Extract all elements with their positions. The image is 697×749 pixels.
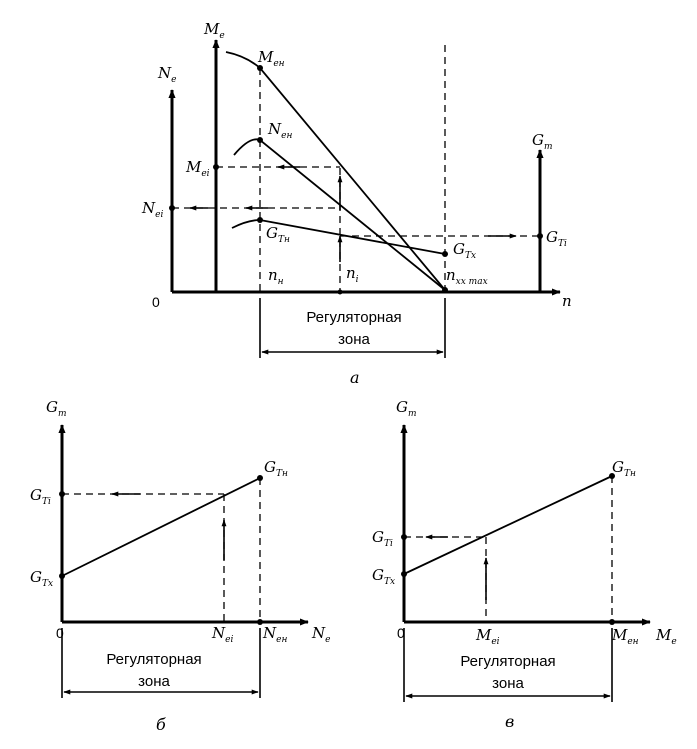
men-label-v: Mен [611, 626, 639, 647]
gtx-point-b [59, 573, 65, 579]
men-point-v [609, 619, 615, 625]
gtn-label-b: GТн [264, 458, 288, 479]
gti-label-v: GТi [372, 528, 393, 549]
gtn-label: GТн [266, 224, 290, 245]
zone-label-2: зона [338, 331, 370, 348]
origin-label: 0 [152, 294, 160, 310]
mei-point [213, 164, 219, 170]
panel-v: Gт Me GТн GТi GТх 0 Mеi Mен Регуляторная… [372, 398, 677, 731]
axis-ne-label-b: Ne [311, 624, 330, 645]
me-curve [225, 51, 446, 291]
origin-label-v: 0 [397, 625, 405, 641]
gti-point [537, 233, 543, 239]
mei-label: Mеi [185, 158, 210, 179]
origin-label-b: 0 [56, 625, 64, 641]
gt-curve [231, 219, 446, 255]
nei-label-b: Nеi [211, 624, 233, 645]
gtx-label-b: GТх [30, 568, 53, 589]
men-label: Mен [257, 48, 285, 69]
nei-label: Nеi [141, 199, 163, 220]
gtx-label: GТх [453, 240, 476, 261]
ni-point [337, 289, 343, 295]
axis-ne-label: Ne [157, 64, 176, 85]
gt-line-v [403, 475, 613, 575]
panel-b: Gт Ne GТн GТi GТх 0 Nеi Nен Регуляторная… [30, 398, 330, 734]
mei-label-v: Mеi [475, 626, 500, 647]
nxx-point [442, 287, 448, 293]
nxx-label: nхх max [446, 266, 488, 287]
gtn-point [257, 217, 263, 223]
axis-me-label: Me [203, 20, 225, 41]
nei-point [169, 205, 175, 211]
gti-label-b: GТi [30, 486, 51, 507]
gti-label: GТi [546, 228, 567, 249]
axis-me-label-v: Me [655, 626, 677, 647]
panel-a: 0 n Ne Me Gт Mен Nен Mеi Nеi GТн GТх GТi… [141, 20, 572, 387]
axis-gt-label-b: Gт [46, 398, 67, 419]
axis-gt-label-v: Gт [396, 398, 417, 419]
caption-b: б [156, 715, 166, 734]
gtx-point-v [401, 571, 407, 577]
n-axis-label: n [562, 292, 572, 310]
zone-label-2-v: зона [492, 675, 524, 692]
nen-label: Nен [267, 120, 292, 141]
nen-point [257, 137, 263, 143]
gtn-label-v: GТн [612, 458, 636, 479]
zone-label-1-b: Регуляторная [106, 651, 201, 668]
gti-point-b [59, 491, 65, 497]
men-point [257, 65, 263, 71]
zone-label-1-v: Регуляторная [460, 653, 555, 670]
gt-line-b [61, 477, 261, 577]
gtx-label-v: GТх [372, 566, 395, 587]
nen-point-b [257, 619, 263, 625]
nn-label: nн [268, 266, 284, 287]
nen-label-b: Nен [262, 624, 287, 645]
gtn-point-b [257, 475, 263, 481]
zone-label-2-b: зона [138, 673, 170, 690]
gtx-point [442, 251, 448, 257]
axis-gt-label: Gт [532, 131, 553, 152]
zone-label-1: Регуляторная [306, 309, 401, 326]
caption-v: в [505, 712, 514, 731]
gti-point-v [401, 534, 407, 540]
caption-a: а [350, 368, 360, 387]
ni-label: ni [346, 264, 359, 285]
gtn-point-v [609, 473, 615, 479]
